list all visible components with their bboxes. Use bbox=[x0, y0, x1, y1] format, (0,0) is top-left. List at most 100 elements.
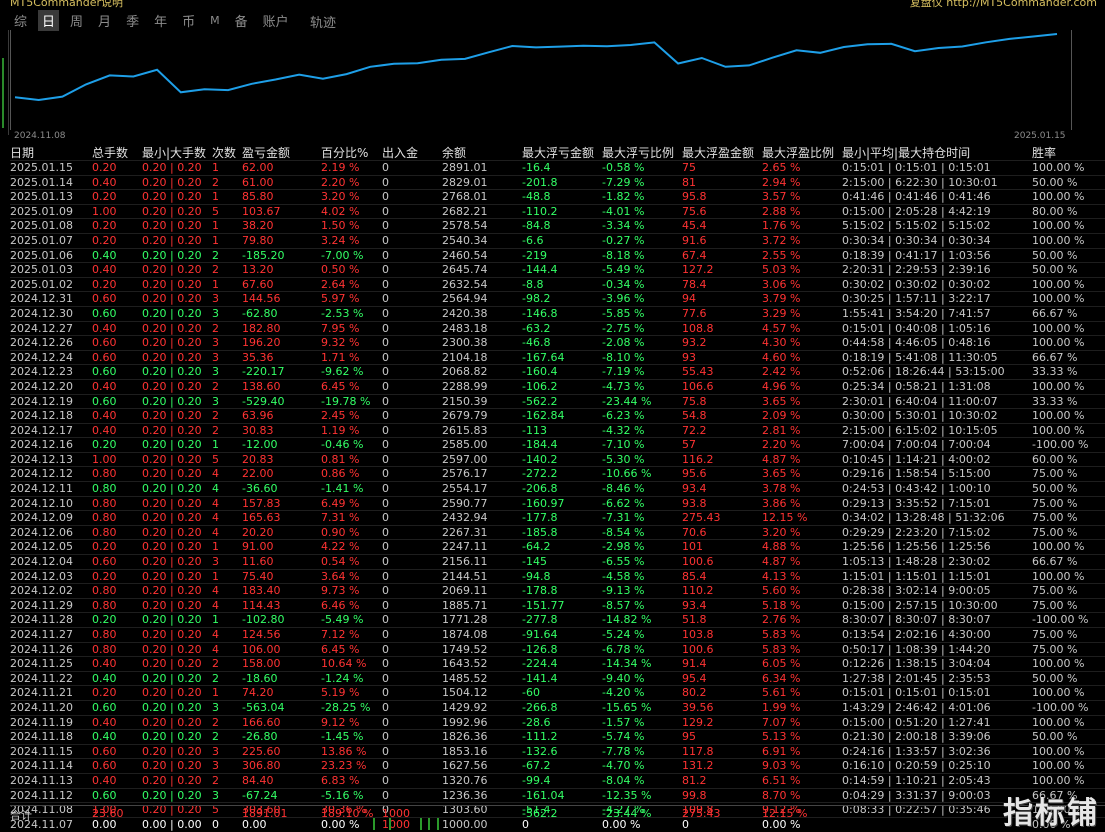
column-header[interactable]: 日期 bbox=[10, 146, 35, 160]
table-row[interactable]: 2024.11.08 1.00 0.20 | 0.20 5 303.60 30.36 % 0… bbox=[10, 802, 1105, 817]
table-cell: 100.00 % bbox=[1032, 759, 1085, 773]
column-header[interactable]: 余额 bbox=[442, 146, 467, 160]
column-header[interactable]: 百分比% bbox=[321, 146, 369, 160]
table-row[interactable]: 2025.01.08 0.20 0.20 | 0.20 1 38.20 1.50 % 0 25… bbox=[10, 218, 1105, 233]
table-row[interactable]: 2024.11.20 0.60 0.20 | 0.20 3 -563.04 -28.25 … bbox=[10, 699, 1105, 715]
table-cell: 2024.12.12 bbox=[10, 467, 73, 481]
table-row[interactable]: 2024.11.18 0.40 0.20 | 0.20 2 -26.80 -1.45 % 0… bbox=[10, 729, 1105, 744]
table-row[interactable]: 2025.01.06 0.40 0.20 | 0.20 2 -185.20 -7.00 %… bbox=[10, 247, 1105, 263]
table-cell: 1643.52 bbox=[442, 657, 488, 671]
column-header[interactable]: 最大浮亏比例 bbox=[602, 146, 675, 160]
tab-2[interactable]: 周 bbox=[70, 14, 84, 30]
tab-4[interactable]: 季 bbox=[126, 14, 140, 30]
table-row[interactable]: 2025.01.15 0.20 0.20 | 0.20 1 62.00 2.19 % 0 28… bbox=[10, 160, 1105, 175]
column-header[interactable]: 最小|大手数 bbox=[142, 146, 207, 160]
table-row[interactable]: 2025.01.09 1.00 0.20 | 0.20 5 103.67 4.02 % 0 2… bbox=[10, 203, 1105, 219]
table-row[interactable]: 2024.12.17 0.40 0.20 | 0.20 2 30.83 1.19 % 0 26… bbox=[10, 422, 1105, 438]
table-row[interactable]: 2024.11.22 0.40 0.20 | 0.20 2 -18.60 -1.24 % 0… bbox=[10, 670, 1105, 686]
table-row[interactable]: 2024.11.27 0.80 0.20 | 0.20 4 124.56 7.12 % 0 1… bbox=[10, 627, 1105, 642]
table-cell: 0.20 | 0.20 bbox=[142, 700, 202, 714]
table-cell: 2024.12.11 bbox=[10, 482, 73, 496]
table-row[interactable]: 2025.01.07 0.20 0.20 | 0.20 1 79.80 3.24 % 0 25… bbox=[10, 232, 1105, 248]
column-header[interactable]: 胜率 bbox=[1032, 146, 1057, 160]
table-row[interactable]: 2024.11.12 0.60 0.20 | 0.20 3 -67.24 -5.16 % 0… bbox=[10, 787, 1105, 803]
table-row[interactable]: 2024.12.23 0.60 0.20 | 0.20 3 -220.17 -9.62 %… bbox=[10, 364, 1105, 379]
table-row[interactable]: 2024.11.07 0.00 0.00 | 0.00 0 0.00 0.00 % 1000… bbox=[10, 816, 1105, 832]
table-cell: 91.6 bbox=[682, 233, 707, 247]
table-row[interactable]: 2024.12.13 1.00 0.20 | 0.20 5 20.83 0.81 % 0 25… bbox=[10, 451, 1105, 467]
table-cell: 3.65 % bbox=[762, 394, 801, 408]
table-row[interactable]: 2025.01.03 0.40 0.20 | 0.20 2 13.20 0.50 % 0 26… bbox=[10, 262, 1105, 277]
table-row[interactable]: 2024.12.05 0.20 0.20 | 0.20 1 91.00 4.22 % 0 22… bbox=[10, 539, 1105, 554]
table-cell: 2024.12.23 bbox=[10, 365, 73, 379]
table-row[interactable]: 2024.12.11 0.80 0.20 | 0.20 4 -36.60 -1.41 % 0… bbox=[10, 481, 1105, 496]
table-row[interactable]: 2024.12.02 0.80 0.20 | 0.20 4 183.40 9.73 % 0 2… bbox=[10, 583, 1105, 598]
column-header[interactable]: 最大浮亏金额 bbox=[522, 146, 595, 160]
tab-3[interactable]: 月 bbox=[98, 14, 112, 30]
column-header[interactable]: 次数 bbox=[212, 146, 237, 160]
table-row[interactable]: 2024.11.15 0.60 0.20 | 0.20 3 225.60 13.86 % 0… bbox=[10, 743, 1105, 759]
column-header[interactable]: 出入金 bbox=[382, 146, 419, 160]
table-row[interactable]: 2024.12.30 0.60 0.20 | 0.20 3 -62.80 -2.53 % 0… bbox=[10, 305, 1105, 321]
table-row[interactable]: 2024.12.09 0.80 0.20 | 0.20 4 165.63 7.31 % 0 2… bbox=[10, 510, 1105, 525]
table-cell: 1 bbox=[212, 219, 219, 233]
table-cell: 0.60 bbox=[92, 365, 117, 379]
table-row[interactable]: 2024.12.04 0.60 0.20 | 0.20 3 11.60 0.54 % 0 21… bbox=[10, 554, 1105, 569]
table-row[interactable]: 2024.12.31 0.60 0.20 | 0.20 3 144.56 5.97 % 0 2… bbox=[10, 291, 1105, 306]
column-header[interactable]: 总手数 bbox=[92, 146, 129, 160]
table-row[interactable]: 2024.12.06 0.80 0.20 | 0.20 4 20.20 0.90 % 0 22… bbox=[10, 524, 1105, 540]
table-row[interactable]: 2024.12.18 0.40 0.20 | 0.20 2 63.96 2.45 % 0 26… bbox=[10, 408, 1105, 423]
column-header[interactable]: 最大浮盈金额 bbox=[682, 146, 755, 160]
table-row[interactable]: 2025.01.02 0.20 0.20 | 0.20 1 67.60 2.64 % 0 26… bbox=[10, 276, 1105, 292]
table-row[interactable]: 2024.11.26 0.80 0.20 | 0.20 4 106.00 6.45 % 0 1… bbox=[10, 641, 1105, 657]
table-cell: 75.40 bbox=[242, 569, 274, 583]
table-cell: 1749.52 bbox=[442, 642, 488, 656]
table-row[interactable]: 2024.12.12 0.80 0.20 | 0.20 4 22.00 0.86 % 0 25… bbox=[10, 466, 1105, 481]
table-cell: 45.4 bbox=[682, 219, 707, 233]
table-row[interactable]: 2025.01.14 0.40 0.20 | 0.20 2 61.00 2.20 % 0 28… bbox=[10, 174, 1105, 190]
table-cell: -7.19 % bbox=[602, 365, 645, 379]
table-row[interactable]: 2024.11.25 0.40 0.20 | 0.20 2 158.00 10.64 % 0… bbox=[10, 656, 1105, 671]
table-cell: 2.81 % bbox=[762, 423, 801, 437]
table-row[interactable]: 2024.11.13 0.40 0.20 | 0.20 2 84.40 6.83 % 0 13… bbox=[10, 772, 1105, 788]
column-header[interactable]: 盈亏金额 bbox=[242, 146, 291, 160]
tab-0[interactable]: 综 bbox=[14, 14, 28, 30]
table-cell: 1 bbox=[212, 233, 219, 247]
table-row[interactable]: 2024.11.14 0.60 0.20 | 0.20 3 306.80 23.23 % 0… bbox=[10, 758, 1105, 773]
table-row[interactable]: 2024.11.28 0.20 0.20 | 0.20 1 -102.80 -5.49 %… bbox=[10, 612, 1105, 627]
table-row[interactable]: 2024.12.27 0.40 0.20 | 0.20 2 182.80 7.95 % 0 2… bbox=[10, 320, 1105, 336]
table-row[interactable]: 2024.12.20 0.40 0.20 | 0.20 2 138.60 6.45 % 0 2… bbox=[10, 378, 1105, 394]
table-row[interactable]: 2024.11.21 0.20 0.20 | 0.20 1 74.20 5.19 % 0 15… bbox=[10, 685, 1105, 700]
table-row[interactable]: 2024.11.19 0.40 0.20 | 0.20 2 166.60 9.12 % 0 1… bbox=[10, 714, 1105, 730]
table-cell: 50.00 % bbox=[1032, 730, 1078, 744]
table-cell: -12.35 % bbox=[602, 788, 652, 802]
table-cell: 0 bbox=[382, 671, 389, 685]
table-cell: 6.51 % bbox=[762, 773, 801, 787]
tab-9[interactable]: 账户 bbox=[262, 14, 289, 30]
table-cell: 0.20 | 0.20 bbox=[142, 657, 202, 671]
column-header[interactable]: 最小|平均|最大持仓时间 bbox=[842, 146, 971, 160]
table-cell: 81.2 bbox=[682, 773, 707, 787]
table-row[interactable]: 2024.12.19 0.60 0.20 | 0.20 3 -529.40 -19.78 … bbox=[10, 393, 1105, 409]
table-cell: 0.20 | 0.20 bbox=[142, 628, 202, 641]
column-header[interactable]: 最大浮盈比例 bbox=[762, 146, 835, 160]
table-cell: 6.45 % bbox=[321, 379, 360, 393]
table-row[interactable]: 2024.12.24 0.60 0.20 | 0.20 3 35.36 1.71 % 0 21… bbox=[10, 349, 1105, 365]
table-row[interactable]: 2024.12.03 0.20 0.20 | 0.20 1 75.40 3.64 % 0 21… bbox=[10, 568, 1105, 584]
tab-7[interactable]: M bbox=[210, 13, 220, 27]
tab-8[interactable]: 备 bbox=[234, 14, 248, 30]
table-row[interactable]: 2024.12.16 0.20 0.20 | 0.20 1 -12.00 -0.46 % 0… bbox=[10, 437, 1105, 452]
table-row[interactable]: 2024.12.26 0.60 0.20 | 0.20 3 196.20 9.32 % 0 2… bbox=[10, 335, 1105, 350]
tab-5[interactable]: 年 bbox=[154, 14, 168, 30]
tab-1[interactable]: 日 bbox=[38, 9, 60, 31]
table-cell: 2829.01 bbox=[442, 175, 488, 189]
table-cell: 0.40 bbox=[92, 263, 117, 277]
tab-6[interactable]: 币 bbox=[182, 14, 196, 30]
trail-label[interactable]: 轨迹 bbox=[310, 16, 337, 31]
table-row[interactable]: 2024.12.10 0.80 0.20 | 0.20 4 157.83 6.49 % 0 2… bbox=[10, 495, 1105, 511]
table-cell: 2024.12.10 bbox=[10, 496, 73, 510]
table-row[interactable]: 2025.01.13 0.20 0.20 | 0.20 1 85.80 3.20 % 0 27… bbox=[10, 189, 1105, 204]
table-row[interactable]: 2024.11.29 0.80 0.20 | 0.20 4 114.43 6.46 % 0 1… bbox=[10, 597, 1105, 613]
table-cell: 33.33 % bbox=[1032, 365, 1078, 379]
table-cell: 67.4 bbox=[682, 248, 707, 262]
